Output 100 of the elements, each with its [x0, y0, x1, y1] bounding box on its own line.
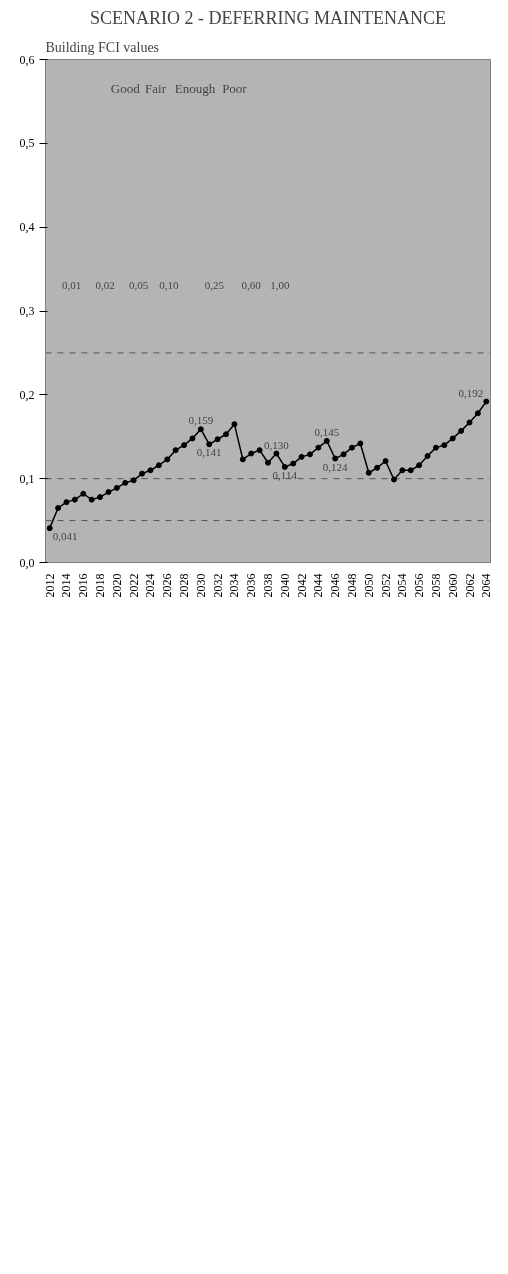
data-label: 0,145	[314, 425, 340, 438]
annotation: Enough	[174, 81, 216, 97]
point	[390, 476, 397, 483]
y-tick-label: 0,4	[19, 220, 35, 235]
point	[172, 447, 179, 454]
annotation: 0,10	[159, 279, 180, 292]
annotation: Poor	[222, 81, 248, 97]
point	[214, 436, 221, 443]
x-tick-label: 2034	[227, 573, 242, 598]
data-label: 0,041	[52, 530, 78, 543]
point	[189, 435, 196, 442]
y-tick-label: 0,5	[19, 136, 35, 151]
point	[382, 458, 389, 465]
point	[97, 494, 104, 501]
point	[432, 444, 439, 451]
point	[256, 447, 263, 454]
point	[298, 453, 305, 460]
chart-title: SCENARIO 2 - DEFERRING MAINTENANCE	[90, 7, 446, 28]
point	[63, 499, 70, 506]
annotation: 0,60	[241, 279, 262, 292]
point	[407, 467, 414, 474]
point	[122, 479, 129, 486]
point	[80, 490, 87, 497]
point	[416, 462, 423, 469]
x-tick-label: 2028	[177, 573, 192, 598]
point	[113, 484, 120, 491]
annotation: 0,01	[61, 279, 82, 292]
x-tick-label: 2060	[445, 573, 460, 598]
x-tick-label: 2064	[479, 573, 494, 598]
point	[357, 440, 364, 447]
data-label: 0,141	[196, 446, 222, 459]
x-tick-label: 2040	[277, 573, 292, 598]
point	[306, 451, 313, 458]
point	[197, 426, 204, 433]
point	[441, 442, 448, 449]
point	[265, 459, 271, 466]
x-tick-label: 2050	[361, 573, 376, 598]
x-tick-label: 2044	[311, 573, 326, 598]
point	[231, 421, 238, 428]
data-label: 0,130	[264, 438, 290, 451]
point	[466, 419, 473, 426]
point	[315, 444, 322, 451]
data-label: 0,159	[188, 414, 214, 427]
x-tick-label: 2062	[462, 573, 477, 598]
point	[88, 496, 95, 503]
point	[46, 525, 53, 532]
data-label: 0,192	[458, 386, 484, 399]
x-tick-label: 2024	[143, 573, 158, 598]
y-tick-label: 0,3	[19, 304, 35, 318]
x-tick-label: 2016	[76, 573, 91, 598]
point	[348, 444, 355, 451]
point	[365, 469, 372, 476]
x-tick-label: 2052	[378, 573, 393, 598]
x-tick-label: 2032	[210, 573, 225, 598]
point	[399, 467, 406, 474]
annotation: 1,00	[270, 279, 290, 292]
point	[374, 464, 381, 471]
point	[449, 435, 456, 442]
y-axis-title: Building FCI values	[45, 39, 160, 55]
point	[290, 460, 297, 467]
point	[71, 496, 78, 503]
y-tick-label: 0,2	[19, 387, 35, 402]
point	[181, 442, 188, 449]
x-tick-label: 2042	[294, 573, 309, 598]
y-tick-label: 0,6	[19, 52, 35, 67]
x-tick-label: 2014	[59, 573, 74, 598]
point	[248, 450, 255, 457]
x-tick-label: 2056	[412, 573, 427, 598]
point	[483, 398, 490, 405]
x-tick-label: 2046	[328, 573, 343, 598]
data-label: 0,114	[272, 468, 298, 481]
x-tick-label: 2018	[93, 573, 108, 598]
x-tick-label: 2058	[428, 573, 443, 598]
annotation: 0,05	[129, 279, 149, 292]
point	[164, 456, 171, 463]
point	[155, 462, 162, 469]
annotation: 0,02	[95, 279, 115, 292]
point	[139, 470, 146, 477]
point	[130, 477, 137, 484]
x-tick-label: 2048	[344, 573, 359, 598]
point	[223, 431, 230, 438]
x-tick-label: 2038	[261, 573, 275, 598]
point	[55, 505, 62, 511]
point	[105, 489, 112, 496]
x-tick-label: 2030	[193, 573, 208, 598]
point	[281, 463, 288, 470]
x-tick-label: 2036	[244, 573, 259, 598]
annotation: 0,25	[204, 279, 225, 292]
point	[147, 467, 154, 474]
y-tick-label: 0,0	[19, 555, 35, 570]
y-tick-label: 0,1	[19, 471, 35, 486]
point	[239, 456, 246, 463]
point	[424, 453, 431, 460]
annotation: Fair	[145, 81, 167, 97]
data-label: 0,124	[322, 460, 349, 473]
x-tick-label: 2026	[160, 573, 175, 598]
point	[340, 451, 347, 458]
x-tick-label: 2020	[109, 573, 124, 598]
x-tick-label: 2012	[42, 573, 57, 598]
point	[332, 455, 339, 462]
